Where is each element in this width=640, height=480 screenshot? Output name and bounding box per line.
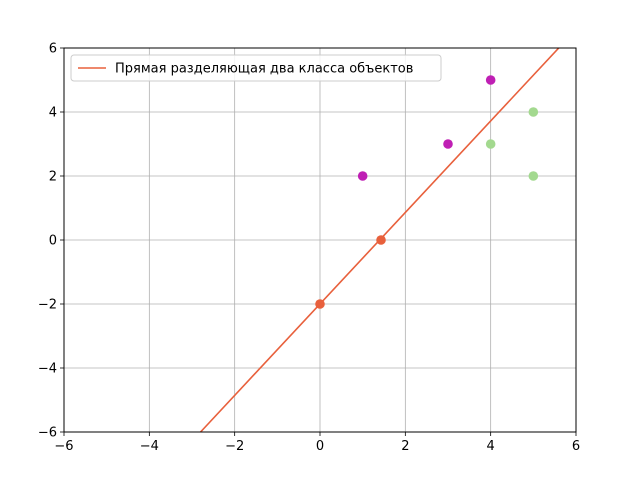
y-tick-label: −6 [38, 426, 57, 441]
data-point-series-2 [376, 235, 386, 245]
data-point-series-1 [528, 107, 539, 117]
x-tick-label: 2 [401, 439, 409, 454]
data-point-series-0 [357, 171, 368, 181]
legend: Прямая разделяющая два класса объектов [70, 54, 442, 82]
x-tick-label: 4 [487, 439, 495, 454]
x-tick-label: −2 [225, 439, 244, 454]
y-tick-label: 2 [49, 170, 57, 185]
x-tick-label: −6 [54, 439, 73, 454]
legend-entry-label: Прямая разделяющая два класса объектов [115, 62, 413, 77]
y-tick-label: −2 [38, 298, 57, 313]
data-point-series-0 [485, 75, 496, 85]
legend-box [70, 54, 442, 82]
y-tick-label: −4 [38, 362, 57, 377]
axis-ticks: −6 −4 −2 0 2 4 6 −6 −4 −2 0 2 4 6 [38, 42, 580, 455]
y-tick-label: 0 [49, 234, 57, 249]
x-tick-label: 6 [572, 439, 580, 454]
data-point-series-2 [315, 299, 325, 309]
y-tick-label: 4 [49, 106, 57, 121]
y-tick-label: 6 [49, 42, 57, 57]
x-tick-label: −4 [140, 439, 159, 454]
x-tick-label: 0 [316, 439, 324, 454]
data-points [315, 75, 539, 309]
data-point-series-0 [443, 139, 453, 149]
data-point-series-1 [528, 171, 539, 181]
data-point-series-1 [485, 139, 496, 149]
